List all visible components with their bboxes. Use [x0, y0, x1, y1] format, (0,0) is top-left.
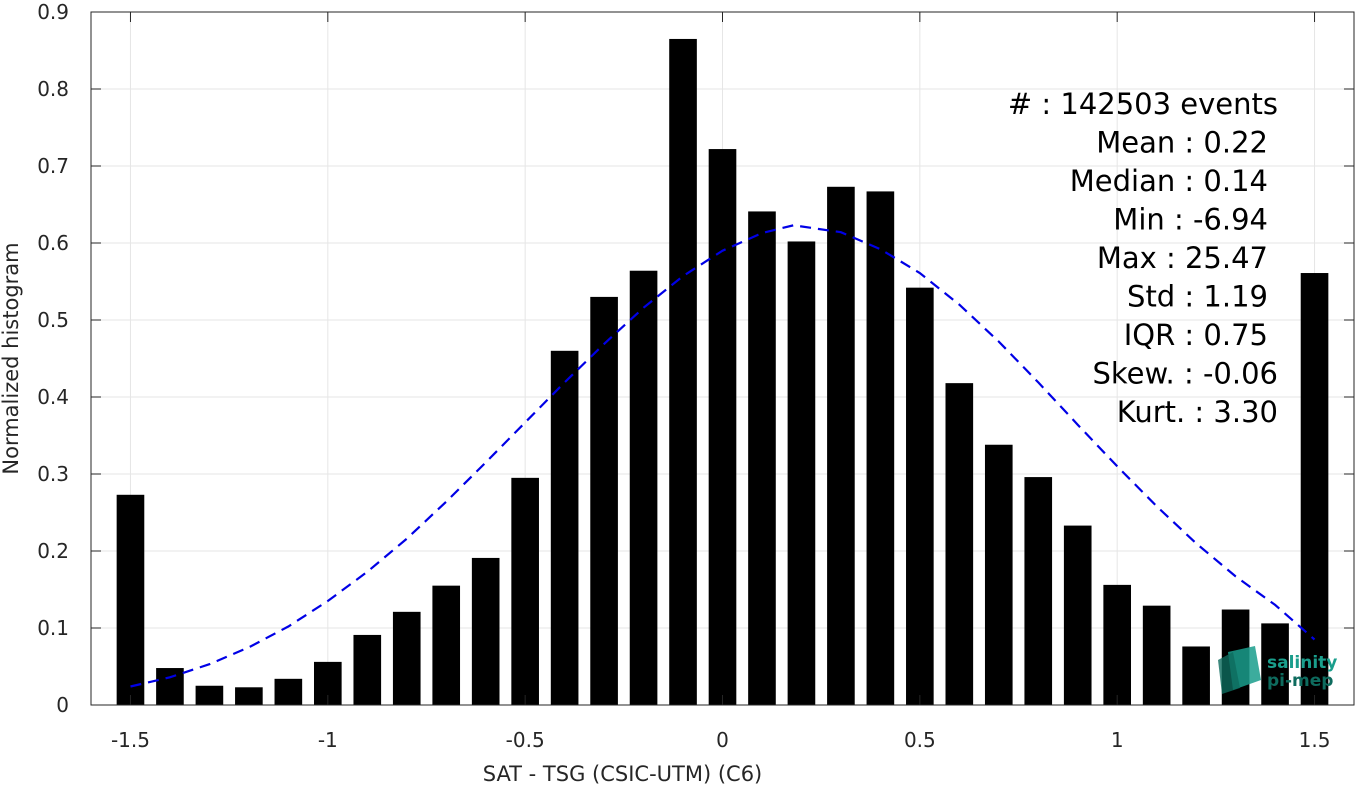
y-tick-label: 0: [56, 693, 69, 717]
y-tick-label: 0.5: [37, 308, 69, 332]
histogram-bar: [866, 191, 895, 705]
histogram-bar: [590, 296, 618, 705]
histogram-bar: [195, 685, 224, 705]
histogram-bar: [511, 477, 539, 705]
stat-line: Std : 1.19: [1127, 280, 1268, 314]
histogram-bar: [984, 444, 1013, 705]
stat-line: Median : 0.14: [1070, 164, 1268, 198]
histogram-bar: [1024, 477, 1053, 705]
histogram-bar: [116, 494, 145, 705]
histogram-bar: [156, 668, 184, 705]
histogram-bar: [471, 557, 500, 705]
histogram-bar: [787, 241, 816, 705]
y-tick-label: 0.1: [37, 616, 69, 640]
stat-line: IQR : 0.75: [1124, 318, 1268, 352]
logo-text-pimep: pi-mep: [1267, 671, 1333, 691]
x-axis-label: SAT - TSG (CSIC-UTM) (C6): [483, 762, 763, 785]
histogram-bar: [1103, 584, 1132, 705]
histogram-bar: [906, 287, 934, 705]
histogram-bar: [945, 383, 974, 705]
y-tick-labels: 0 0.1 0.2 0.3 0.4 0.5 0.6 0.7 0.8 0.9: [37, 0, 69, 717]
histogram-bar: [708, 149, 737, 705]
histogram-bar: [1300, 273, 1329, 705]
histogram-bar: [827, 186, 855, 706]
y-tick-label: 0.6: [37, 231, 69, 255]
histogram-bar: [432, 585, 461, 705]
stat-line: # : 142503 events: [1008, 87, 1278, 121]
tick-marks: [91, 11, 1354, 706]
x-tick-label: 0: [716, 728, 729, 752]
stat-line: Mean : 0.22: [1096, 126, 1268, 160]
x-tick-label: -1.5: [111, 728, 150, 752]
bars-group: [116, 38, 1329, 706]
y-tick-label: 0.9: [37, 0, 69, 24]
logo-cube-shade-icon: [1218, 652, 1240, 694]
histogram-bar: [669, 38, 697, 705]
y-tick-label: 0.4: [37, 385, 69, 409]
histogram-bar: [235, 687, 263, 705]
histogram-bar: [1182, 646, 1210, 705]
salinity-pimep-logo: salinity pi-mep: [1218, 646, 1337, 694]
histogram-bar: [550, 350, 579, 705]
x-tick-label: -0.5: [506, 728, 545, 752]
histogram-bar: [1142, 605, 1171, 705]
histogram-bar: [748, 211, 776, 705]
statistics-panel: # : 142503 events Mean : 0.22 Median : 0.1…: [1008, 87, 1278, 429]
x-tick-label: 1.5: [1299, 728, 1331, 752]
x-tick-label: 1: [1111, 728, 1124, 752]
x-tick-labels: -1.5 -1 -0.5 0 0.5 1 1.5: [111, 728, 1330, 752]
stat-line: Kurt. : 3.30: [1117, 395, 1278, 429]
y-tick-label: 0.2: [37, 539, 69, 563]
y-tick-label: 0.8: [37, 77, 69, 101]
stat-line: Min : -6.94: [1113, 203, 1268, 237]
histogram-bar: [274, 678, 303, 705]
x-tick-label: -1: [318, 728, 338, 752]
histogram-bar: [353, 634, 382, 705]
histogram-bar: [392, 611, 421, 705]
stat-line: Max : 25.47: [1097, 241, 1268, 275]
y-axis-label: Normalized histogram: [0, 242, 23, 474]
y-tick-label: 0.7: [37, 154, 69, 178]
logo-text-salinity: salinity: [1267, 653, 1337, 673]
histogram-bar: [1261, 623, 1289, 705]
stat-line: Skew. : -0.06: [1092, 357, 1278, 391]
histogram-bar: [1063, 525, 1092, 705]
gaussian-fit-curve: [130, 224, 1316, 688]
y-tick-label: 0.3: [37, 462, 69, 486]
x-tick-label: 0.5: [904, 728, 936, 752]
histogram-bar: [629, 270, 658, 705]
